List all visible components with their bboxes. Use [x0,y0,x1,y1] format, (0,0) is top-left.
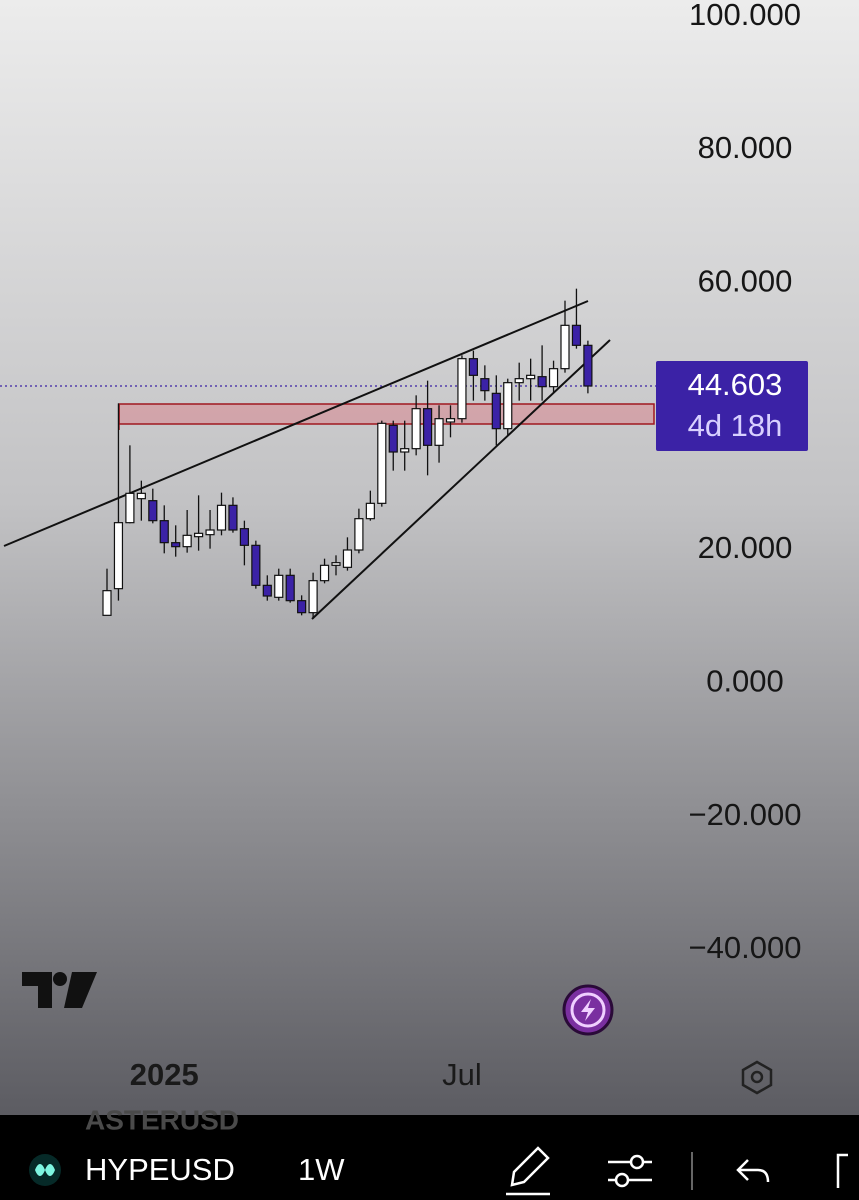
candle-body [354,518,364,551]
candle-body [514,378,524,384]
zone [118,403,655,425]
candle-body [308,580,318,614]
candle-body [182,534,192,548]
candle-body [285,574,295,602]
draw-tool[interactable] [506,1146,550,1196]
settings-icon[interactable] [741,1060,773,1095]
indicators[interactable] [608,1154,652,1188]
y-tick-label: 20.000 [698,530,793,565]
x-tick-label: 2025 [130,1057,199,1092]
candle-body [457,358,467,420]
candle-body [262,584,272,597]
trend-line [311,339,611,620]
candle-body [159,520,169,544]
candle-body [571,324,582,346]
candle-body [468,358,478,376]
y-tick-label: −20.000 [689,797,802,832]
fullscreen[interactable] [836,1153,848,1188]
logo [22,972,97,1008]
chart-background [0,0,859,1115]
candle-body [400,448,410,453]
candle-body [251,544,261,586]
y-tick-label: −40.000 [689,930,802,965]
y-tick-label: 0.000 [706,664,784,699]
candle-body [239,528,249,546]
fade [235,1150,275,1190]
undo[interactable] [736,1159,770,1183]
candle-body [365,502,375,520]
toolbar-base [0,1136,859,1200]
candle-body [548,368,559,388]
candle-body [331,562,341,566]
candle-body [411,408,421,450]
candle-body [216,504,227,531]
candle-body [148,500,158,522]
candle-body [434,418,444,446]
symbol-icon [29,1154,61,1186]
candle-body [377,422,387,504]
lightning-button[interactable] [562,984,614,1036]
candle-body [480,378,490,392]
candle-body [228,504,238,531]
y-tick-label: 60.000 [698,264,793,299]
price-label: 44.603 [688,367,783,402]
candle-body [583,344,593,387]
countdown: 4d 18h [688,408,783,443]
candle-body [125,492,135,524]
candle-body [194,532,204,538]
candle-body [560,324,570,370]
candle-body [388,424,398,453]
candle-body [526,374,536,380]
candle-body [423,408,433,446]
candle-body [342,549,353,568]
candle-body [319,564,330,582]
candle-body [297,600,307,614]
candle-body [491,392,501,430]
y-tick-label: 80.000 [698,130,793,165]
candle-body [205,529,215,536]
price-tag [656,361,808,451]
candle-body [171,542,181,548]
candle-body [503,382,513,430]
y-tick-label: 100.000 [689,0,801,32]
candle-body [102,590,112,616]
trend-line [3,300,589,547]
x-tick-label: Jul [442,1057,482,1092]
candle-body [274,574,284,598]
candle-body [445,418,456,423]
symbol[interactable]: HYPEUSD [85,1152,235,1187]
candle-body [136,492,146,500]
interval[interactable]: 1W [298,1152,345,1187]
candle-body [537,376,547,388]
candle-body [113,522,124,590]
background-symbol: ASTERUSD [85,1104,239,1135]
